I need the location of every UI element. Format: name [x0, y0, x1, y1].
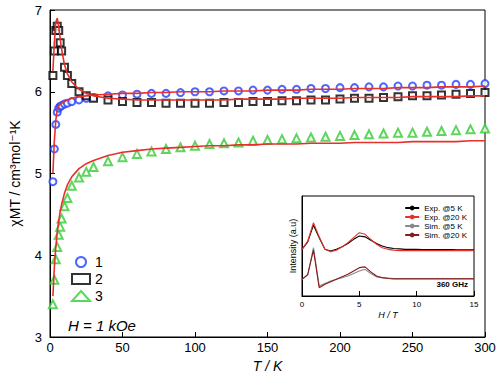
svg-text:4: 4 [35, 248, 42, 263]
svg-text:6: 6 [35, 84, 42, 99]
svg-text:360 GHz: 360 GHz [436, 280, 468, 289]
svg-text:0: 0 [46, 340, 53, 355]
svg-text:300: 300 [474, 340, 496, 355]
svg-text:H / T: H / T [378, 310, 399, 320]
svg-text:150: 150 [257, 340, 279, 355]
svg-text:250: 250 [402, 340, 424, 355]
svg-text:100: 100 [184, 340, 206, 355]
svg-text:χMT / cm³mol⁻¹K: χMT / cm³mol⁻¹K [7, 120, 23, 227]
svg-text:7: 7 [35, 3, 42, 18]
svg-text:Exp. @5 K: Exp. @5 K [424, 204, 463, 213]
svg-text:50: 50 [115, 340, 129, 355]
svg-text:T / K: T / K [253, 358, 283, 374]
svg-text:3: 3 [35, 330, 42, 345]
svg-text:10: 10 [412, 300, 421, 309]
svg-text:15: 15 [470, 300, 479, 309]
svg-text:Exp. @20 K: Exp. @20 K [424, 213, 467, 222]
svg-text:1: 1 [95, 254, 103, 270]
svg-text:2: 2 [95, 271, 103, 287]
svg-text:5: 5 [35, 166, 42, 181]
svg-text:H = 1 kOe: H = 1 kOe [68, 317, 136, 334]
svg-text:5: 5 [357, 300, 362, 309]
svg-text:3: 3 [95, 288, 103, 304]
svg-text:Sim. @20 K: Sim. @20 K [424, 231, 467, 240]
svg-text:0: 0 [300, 300, 305, 309]
svg-text:200: 200 [329, 340, 351, 355]
svg-text:Intensity (a.u): Intensity (a.u) [288, 219, 298, 274]
svg-text:Sim. @5 K: Sim. @5 K [424, 222, 463, 231]
